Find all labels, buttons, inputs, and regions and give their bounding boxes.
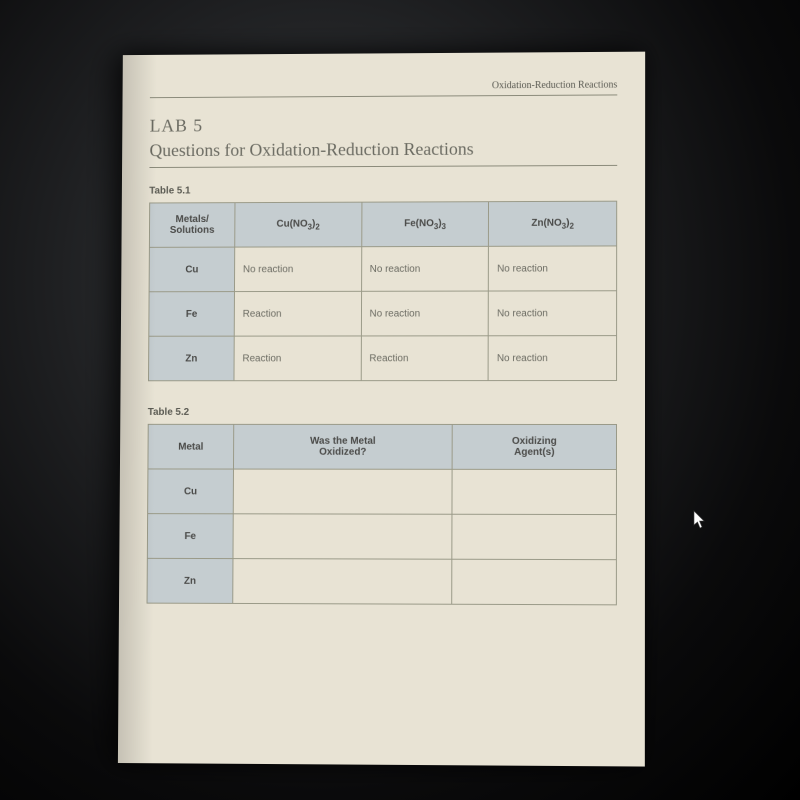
table-row: Zn Reaction Reaction No reaction bbox=[149, 336, 617, 381]
table1-caption: Table 5.1 bbox=[149, 184, 617, 197]
t1-cell: No reaction bbox=[488, 336, 616, 381]
t1-cell: No reaction bbox=[361, 291, 489, 336]
t2-h-agents: Oxidizing Agent(s) bbox=[452, 424, 616, 469]
section-title: Questions for Oxidation-Reduction Reacti… bbox=[149, 138, 617, 168]
worksheet-page: Oxidation-Reduction Reactions LAB 5 Ques… bbox=[118, 52, 645, 767]
t1-cell: Reaction bbox=[234, 336, 361, 381]
running-head: Oxidation-Reduction Reactions bbox=[150, 80, 617, 99]
t2-cell bbox=[233, 469, 452, 514]
t2-cell bbox=[233, 514, 452, 559]
t1-col-fe: Fe(NO3)3 bbox=[361, 202, 488, 247]
t2-h-metal: Metal bbox=[148, 424, 234, 469]
table-row: Fe Reaction No reaction No reaction bbox=[149, 291, 617, 336]
table2-caption: Table 5.2 bbox=[148, 407, 617, 418]
t1-col-cu: Cu(NO3)2 bbox=[235, 202, 362, 247]
table-row: Cu No reaction No reaction No reaction bbox=[149, 246, 617, 292]
table-row: Fe bbox=[147, 514, 616, 560]
t2-cell bbox=[452, 559, 616, 605]
table-row: Cu bbox=[148, 469, 617, 515]
t1-row-metal: Zn bbox=[149, 336, 235, 381]
t1-cell: Reaction bbox=[234, 291, 361, 336]
table-5-2: Metal Was the Metal Oxidized? Oxidizing … bbox=[147, 424, 617, 606]
t1-row-metal: Fe bbox=[149, 292, 235, 337]
t2-h-oxidized: Was the Metal Oxidized? bbox=[233, 424, 452, 469]
t1-cell: Reaction bbox=[361, 336, 489, 381]
t2-row-metal: Zn bbox=[147, 558, 233, 603]
lab-label: LAB 5 bbox=[150, 113, 618, 136]
table-row: Zn bbox=[147, 558, 616, 605]
t1-col-zn: Zn(NO3)2 bbox=[489, 201, 617, 246]
t1-cell: No reaction bbox=[234, 247, 361, 292]
table-5-1: Metals/ Solutions Cu(NO3)2 Fe(NO3)3 Zn(N… bbox=[148, 201, 617, 382]
t1-row-metal: Cu bbox=[149, 247, 235, 292]
t2-cell bbox=[233, 559, 452, 605]
t2-cell bbox=[452, 514, 616, 559]
t1-corner: Metals/ Solutions bbox=[149, 203, 235, 248]
t1-cell: No reaction bbox=[488, 291, 616, 336]
t2-cell bbox=[452, 469, 616, 514]
t1-cell: No reaction bbox=[489, 246, 617, 291]
t2-row-metal: Cu bbox=[148, 469, 234, 514]
t1-cell: No reaction bbox=[361, 246, 488, 291]
t2-row-metal: Fe bbox=[147, 514, 233, 559]
cursor-icon bbox=[693, 510, 707, 530]
